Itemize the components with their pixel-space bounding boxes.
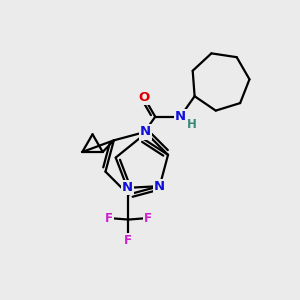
Text: N: N <box>140 125 151 139</box>
Text: N: N <box>175 110 186 123</box>
Text: F: F <box>124 234 132 247</box>
Text: N: N <box>122 181 133 194</box>
Text: F: F <box>143 212 152 225</box>
Text: O: O <box>139 91 150 104</box>
Text: N: N <box>154 180 165 193</box>
Text: H: H <box>187 118 196 130</box>
Text: F: F <box>105 212 113 225</box>
